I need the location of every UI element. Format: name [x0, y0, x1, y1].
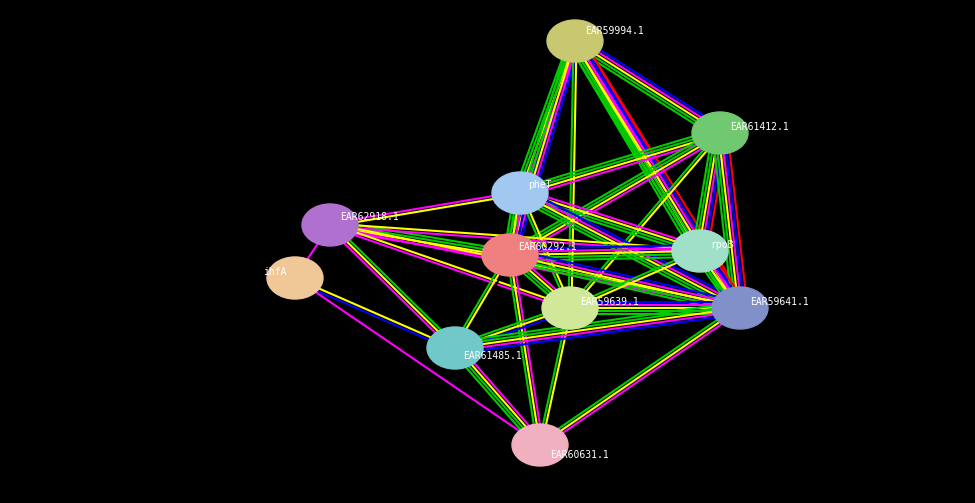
- Ellipse shape: [427, 327, 483, 369]
- Ellipse shape: [547, 20, 603, 62]
- Text: ihfA: ihfA: [263, 267, 287, 277]
- Text: EAR62918.1: EAR62918.1: [340, 212, 399, 222]
- Ellipse shape: [672, 230, 728, 272]
- Text: EAR61485.1: EAR61485.1: [463, 351, 522, 361]
- Ellipse shape: [712, 287, 768, 329]
- Text: EAR59994.1: EAR59994.1: [585, 26, 644, 36]
- Ellipse shape: [542, 287, 598, 329]
- Text: EAR61412.1: EAR61412.1: [730, 122, 789, 132]
- Ellipse shape: [692, 112, 748, 154]
- Text: EAR60292.1: EAR60292.1: [518, 242, 577, 252]
- Text: rpoB: rpoB: [710, 240, 733, 250]
- Ellipse shape: [267, 257, 323, 299]
- Text: EAR59639.1: EAR59639.1: [580, 297, 639, 307]
- Ellipse shape: [512, 424, 568, 466]
- Text: EAR59641.1: EAR59641.1: [750, 297, 808, 307]
- Ellipse shape: [492, 172, 548, 214]
- Ellipse shape: [482, 234, 538, 276]
- Ellipse shape: [302, 204, 358, 246]
- Text: EAR60631.1: EAR60631.1: [550, 450, 608, 460]
- Text: pheT: pheT: [528, 180, 552, 190]
